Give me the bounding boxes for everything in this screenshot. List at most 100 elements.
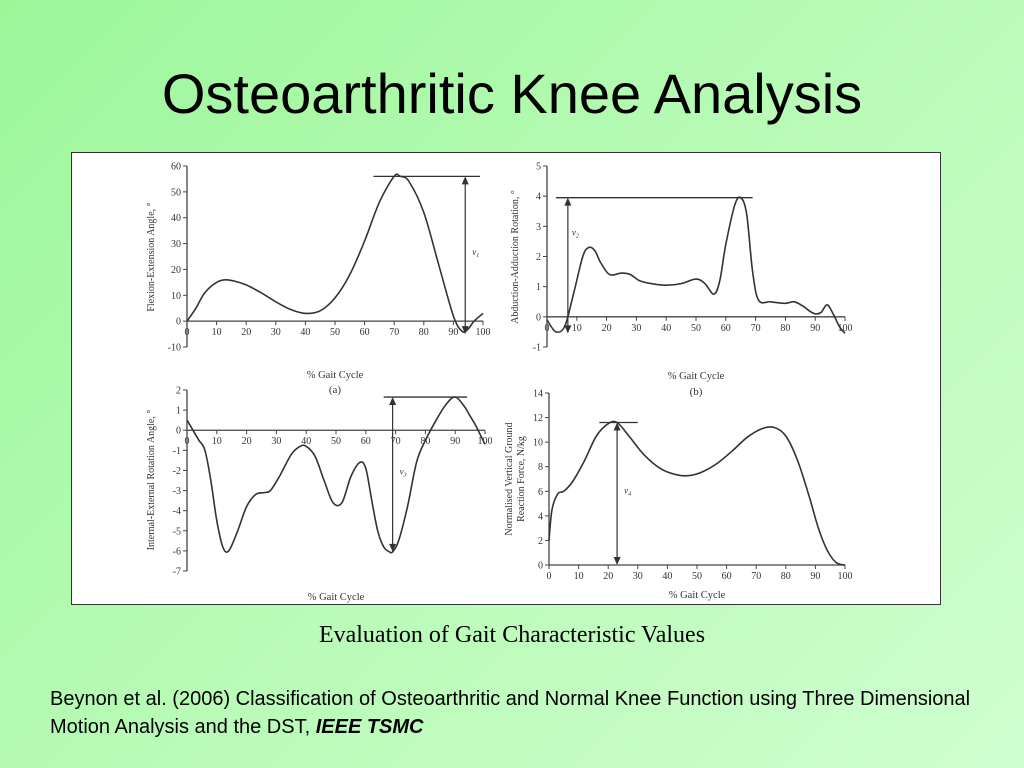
chart-2-x-tick-label: 80: [780, 323, 790, 334]
chart-3-x-tick-label: 50: [331, 436, 341, 447]
chart-3-x-tick-label: 40: [301, 436, 311, 447]
chart-4-x-tick-label: 20: [603, 571, 613, 582]
chart-3-arrow-head-bottom: [389, 543, 397, 552]
chart-4-y-tick-label: 14: [533, 389, 543, 400]
chart-1-x-tick-label: 60: [360, 327, 370, 338]
chart-2-panel-label: (b): [690, 386, 703, 398]
chart-3-x-tick-label: 90: [450, 436, 460, 447]
chart-4-y-label-line: Reaction Force, N/kg: [516, 436, 527, 522]
chart-2-x-tick-label: 50: [691, 323, 701, 334]
chart-1-y-tick-label: 50: [171, 187, 181, 198]
chart-1-y-tick-label: 10: [171, 291, 181, 302]
chart-4-y-tick-label: 8: [538, 462, 543, 473]
chart-2-x-tick-label: 30: [631, 323, 641, 334]
chart-4-x-tick-label: 80: [781, 571, 791, 582]
chart-1-y-tick-label: 0: [176, 317, 181, 328]
chart-4-arrow-head-bottom: [613, 557, 621, 565]
chart-3-x-tick-label: 100: [478, 436, 493, 447]
chart-1-y-label: Flexion-Extension Angle, °: [146, 202, 157, 311]
chart-2-x-tick-label: 60: [721, 323, 731, 334]
chart-3-y-tick-label: -4: [173, 506, 181, 517]
chart-2-x-tick-label: 40: [661, 323, 671, 334]
chart-2-y-tick-label: 4: [536, 192, 541, 203]
citation: Beynon et al. (2006) Classification of O…: [50, 685, 990, 741]
chart-4-y-tick-label: 0: [538, 561, 543, 572]
chart-4-y-tick-label: 10: [533, 438, 543, 449]
chart-3-x-tick-label: 30: [271, 436, 281, 447]
chart-4-x-tick-label: 30: [633, 571, 643, 582]
chart-1-arrow-head-top: [461, 176, 469, 185]
figure-panel: -10 0 10 20 30 40 50 60 0 10 20 30 40 50 60 70 80 90 100% …: [71, 152, 941, 605]
chart-3-y-tick-label: -7: [173, 567, 181, 578]
chart-1-x-tick-label: 10: [212, 327, 222, 338]
chart-3-y-tick-label: -6: [173, 546, 181, 557]
chart-1-y-tick-label: -10: [168, 343, 181, 354]
chart-3-y-tick-label: -2: [173, 466, 181, 477]
chart-2-characteristic-subscript: 2: [576, 234, 579, 240]
chart-2-x-tick-label: 100: [838, 323, 853, 334]
chart-1-y-tick-label: 20: [171, 265, 181, 276]
chart-2-x-tick-label: 20: [602, 323, 612, 334]
chart-3-x-tick-label: 60: [361, 436, 371, 447]
chart-4-series-line: [548, 420, 846, 566]
chart-1-panel-label: (a): [329, 384, 342, 396]
chart-2-characteristic-label: v2: [572, 228, 579, 240]
chart-2-y-tick-label: 3: [536, 222, 541, 233]
chart-1-characteristic-label: v1: [472, 247, 479, 259]
chart-3-x-tick-label: 0: [185, 436, 190, 447]
chart-4-x-tick-label: 0: [547, 571, 552, 582]
slide-title: Osteoarthritic Knee Analysis: [161, 62, 863, 125]
chart-2-x-tick-label: 90: [810, 323, 820, 334]
chart-2-x-label: % Gait Cycle: [668, 371, 725, 382]
chart-3-series-line: [186, 396, 486, 554]
citation-journal: IEEE TSMC: [315, 716, 424, 738]
chart-4-y-tick-label: 6: [538, 487, 543, 498]
chart-1-x-tick-label: 0: [185, 327, 190, 338]
chart-1-x-tick-label: 80: [419, 327, 429, 338]
chart-2-x-tick-label: 0: [545, 323, 550, 334]
chart-2-series-line: [546, 196, 846, 334]
chart-2-arrow-head-top: [564, 197, 572, 206]
chart-3-x-tick-label: 20: [242, 436, 252, 447]
chart-4-y-label: Normalised Vertical Ground Reaction Force…: [504, 422, 527, 535]
chart-2-y-tick-label: 2: [536, 252, 541, 263]
chart-3-y-tick-label: 2: [176, 386, 181, 397]
chart-3-y-tick-label: -5: [173, 526, 181, 537]
chart-4-x-tick-label: 10: [574, 571, 584, 582]
chart-2-y-tick-label: 5: [536, 162, 541, 173]
chart-3-y-tick-label: 1: [176, 406, 181, 417]
chart-2-y-tick-label: -1: [533, 343, 541, 354]
chart-1-y-tick-label: 40: [171, 213, 181, 224]
chart-3-y-tick-label: -3: [173, 486, 181, 497]
chart-4-x-tick-label: 40: [662, 571, 672, 582]
chart-1-arrow-head-bottom: [461, 326, 469, 335]
chart-3-y-tick-label: 0: [176, 426, 181, 437]
chart-1-x-tick-label: 20: [241, 327, 251, 338]
chart-2-arrow-head-bottom: [564, 325, 572, 334]
chart-4-y-label-line: Normalised Vertical Ground: [504, 422, 515, 535]
chart-1-x-tick-label: 100: [476, 327, 491, 338]
chart-4-characteristic-label: v4: [624, 486, 631, 498]
chart-3-characteristic-label: v3: [400, 466, 407, 478]
chart-4-x-tick-label: 50: [692, 571, 702, 582]
chart-4-x-tick-label: 100: [838, 571, 853, 582]
chart-2-y-tick-label: 1: [536, 282, 541, 293]
citation-text: Beynon et al. (2006) Classification of O…: [50, 688, 971, 738]
chart-1-y-tick-label: 30: [171, 239, 181, 250]
chart-1-series-line: [186, 173, 484, 334]
chart-3-arrow-head-top: [389, 397, 397, 406]
chart-1-x-tick-label: 40: [300, 327, 310, 338]
chart-3-x-tick-label: 10: [212, 436, 222, 447]
chart-4-x-tick-label: 60: [722, 571, 732, 582]
chart-4-x-tick-label: 70: [751, 571, 761, 582]
chart-4-x-tick-label: 90: [810, 571, 820, 582]
chart-4-y-tick-label: 12: [533, 413, 543, 424]
chart-4-y-tick-label: 4: [538, 511, 543, 522]
chart-1-characteristic-subscript: 1: [476, 253, 479, 259]
chart-2-x-tick-label: 70: [751, 323, 761, 334]
chart-3-y-label: Internal-External Rotation Angle, °: [146, 410, 157, 551]
chart-2-x-tick-label: 10: [572, 323, 582, 334]
chart-2-y-label: Abduction-Adduction Rotation, °: [510, 190, 521, 324]
chart-1-x-tick-label: 90: [448, 327, 458, 338]
